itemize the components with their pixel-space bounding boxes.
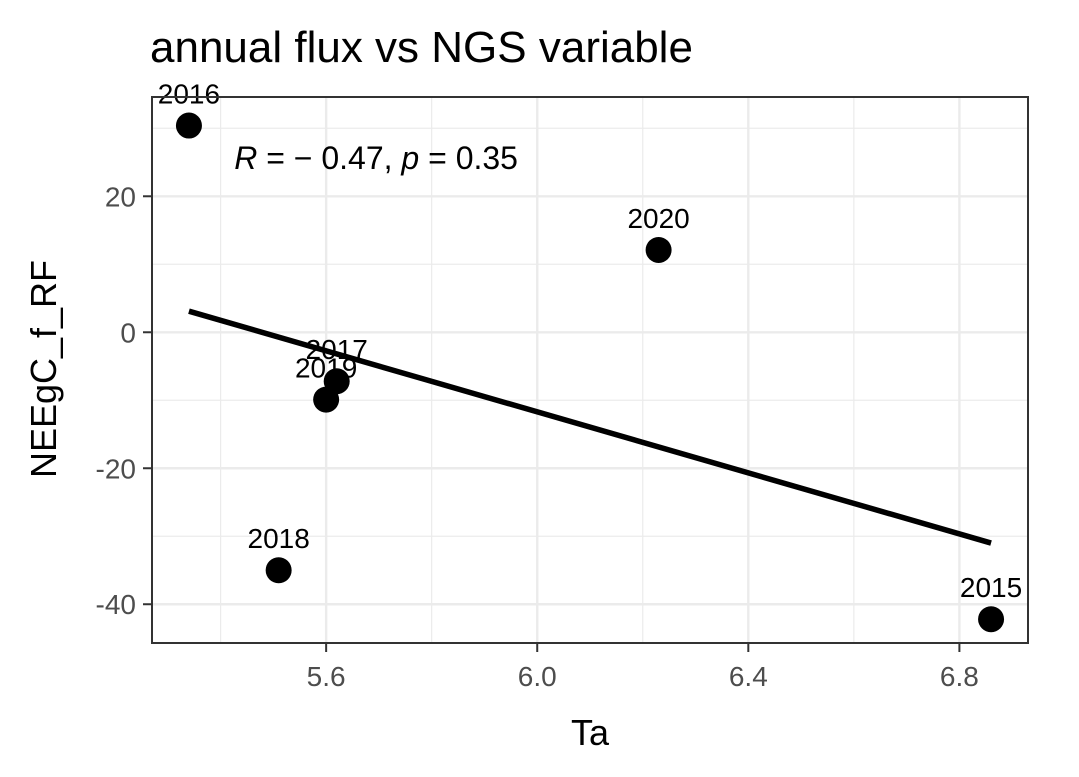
point-label-2019: 2019 (295, 353, 357, 384)
y-tick-label: -20 (96, 453, 136, 484)
point-label-2015: 2015 (960, 572, 1022, 603)
data-point-2016 (175, 112, 202, 139)
data-point-2019 (313, 386, 340, 413)
minor-gridlines (152, 97, 1028, 643)
correlation-annotation: R = − 0.47, p = 0.35 (234, 140, 518, 176)
data-point-2015 (978, 606, 1005, 633)
r-symbol: R (234, 140, 257, 176)
x-axis: 5.6 6.0 6.4 6.8 (307, 643, 979, 692)
points-layer (175, 112, 1005, 633)
x-tick-label: 6.4 (729, 661, 768, 692)
regression-line (188, 308, 992, 546)
regression-line-layer (188, 308, 992, 546)
y-tick-label: 0 (120, 317, 136, 348)
r-value: = − 0.47, (257, 140, 401, 176)
data-point-2018 (265, 557, 292, 584)
y-axis-title: NEEgC_f_RF (23, 260, 64, 478)
chart-title: annual flux vs NGS variable (150, 23, 693, 72)
point-label-2017: 2017 (306, 334, 368, 365)
panel-border (151, 96, 1029, 644)
x-axis-title: Ta (571, 712, 610, 753)
y-axis: -40 -20 0 20 (96, 181, 152, 620)
x-tick-label: 6.8 (940, 661, 979, 692)
data-point-2020 (645, 236, 672, 263)
point-label-2020: 2020 (627, 203, 689, 234)
x-tick-label: 5.6 (307, 661, 346, 692)
major-gridlines (152, 97, 1028, 643)
point-label-2018: 2018 (248, 523, 310, 554)
point-label-2016: 2016 (158, 79, 220, 110)
y-tick-label: 20 (105, 181, 136, 212)
p-symbol: p (400, 140, 419, 176)
x-tick-label: 6.0 (518, 661, 557, 692)
y-tick-label: -40 (96, 589, 136, 620)
p-value: = 0.35 (419, 140, 518, 176)
